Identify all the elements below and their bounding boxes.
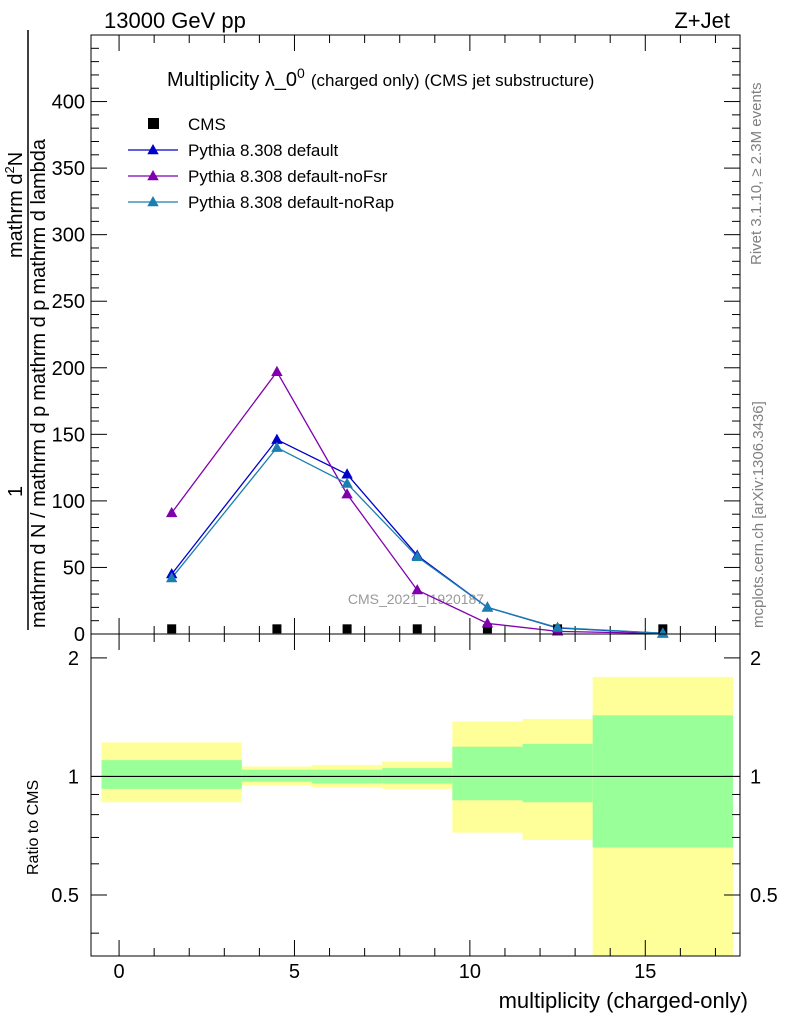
x-tick-label: 5 (289, 961, 300, 983)
legend-label: Pythia 8.308 default-noRap (188, 193, 394, 212)
ratio-band-inner (382, 768, 453, 784)
series-2-point (341, 488, 353, 499)
ratio-y-tick-labels: 0.5 0.5 1 1 2 2 (51, 648, 778, 907)
mcplots-label: mcplots.cern.ch [arXiv:1306.3436] (750, 401, 767, 628)
ratio-band-inner (101, 760, 242, 789)
ratio-x-tick-labels: 0 5 10 15 (114, 961, 657, 983)
ratio-axis-ticks (91, 634, 740, 956)
series-3-point (341, 477, 353, 488)
series-2-point (411, 584, 423, 595)
ratio-band-inner (241, 769, 313, 782)
series-2-point (481, 617, 494, 628)
series-3-point (481, 601, 494, 612)
series-1-point (271, 433, 283, 444)
series-1-point (341, 468, 353, 479)
main-y-tick-labels: 0 50 100 150 200 250 300 350 400 (52, 92, 85, 646)
ratio-y-tick-label-right: 0.5 (750, 885, 778, 907)
legend-label: Pythia 8.308 default (188, 141, 339, 160)
ratio-y-tick-label-right: 2 (750, 648, 761, 670)
analysis-watermark: CMS_2021_I1920187 (348, 591, 484, 607)
ratio-y-tick-label-left: 0.5 (51, 885, 79, 907)
y-label-denominator: mathrm d N / mathrm d pmathrm d pmathrm … (28, 138, 50, 628)
main-y-tick-label: 400 (52, 92, 85, 114)
ratio-plot-frame (90, 633, 741, 957)
legend-marker-triangle (147, 144, 159, 155)
ratio-bands-group (91, 676, 740, 956)
series-3-point (657, 627, 669, 638)
series-3-point (165, 572, 178, 583)
series-2-point (165, 506, 178, 518)
legend-marker-triangle (147, 196, 159, 207)
series-3-point (411, 550, 423, 561)
x-axis-label: multiplicity (charged-only) (499, 988, 748, 1013)
cms-data-point (482, 624, 492, 634)
header-channel-label: Z+Jet (674, 8, 730, 33)
main-y-tick-label: 350 (52, 158, 85, 180)
ratio-y-axis-label: Ratio to CMS (25, 780, 42, 875)
cms-data-point (272, 624, 282, 634)
rivet-label: Rivet 3.1.10, ≥ 2.3M events (748, 83, 765, 266)
header-process-label: 13000 GeV pp (104, 8, 246, 33)
main-y-tick-label: 300 (52, 225, 85, 247)
ratio-band-inner (452, 746, 523, 801)
ratio-y-tick-label-left: 2 (68, 648, 79, 670)
cms-data-point (167, 624, 177, 634)
main-y-tick-label: 0 (74, 624, 85, 646)
legend: CMS Pythia 8.308 default Pythia 8.308 defa… (128, 115, 394, 212)
main-y-tick-label: 150 (52, 424, 85, 446)
plot-title-sup: 0 (297, 65, 305, 81)
cms-data-point (342, 624, 352, 634)
y-label-one: 1 (5, 486, 27, 497)
main-y-tick-label: 250 (52, 291, 85, 313)
plot-title-rest: (charged only) (CMS jet substructure) (311, 71, 594, 90)
ratio-y-tick-label-right: 1 (750, 766, 761, 788)
main-y-tick-label: 100 (52, 491, 85, 513)
y-label-numerator: mathrm d2N (2, 152, 27, 258)
ratio-y-tick-label-left: 1 (68, 766, 79, 788)
legend-label: CMS (188, 115, 226, 134)
main-y-axis-label: mathrm d2N 1 mathrm d N / mathrm d pmath… (2, 30, 50, 630)
main-series-group (165, 365, 669, 638)
series-3-point (271, 441, 283, 452)
cms-data-point (412, 624, 422, 634)
x-tick-label: 10 (459, 961, 481, 983)
plot-title: Multiplicity λ_00 (charged only) (CMS jet… (167, 65, 594, 91)
ratio-band-inner (522, 743, 593, 803)
ratio-band-inner (592, 715, 733, 848)
main-y-tick-label: 50 (63, 557, 85, 579)
series-3-point (551, 621, 564, 632)
legend-marker-triangle (147, 170, 159, 181)
main-y-tick-label: 200 (52, 358, 85, 380)
x-tick-label: 15 (634, 961, 656, 983)
legend-marker-cms (148, 118, 159, 129)
legend-label: Pythia 8.308 default-noFsr (188, 167, 388, 186)
series-2-point (271, 365, 283, 376)
x-tick-label: 0 (114, 961, 125, 983)
plot-title-main: Multiplicity λ_0 (167, 69, 297, 91)
